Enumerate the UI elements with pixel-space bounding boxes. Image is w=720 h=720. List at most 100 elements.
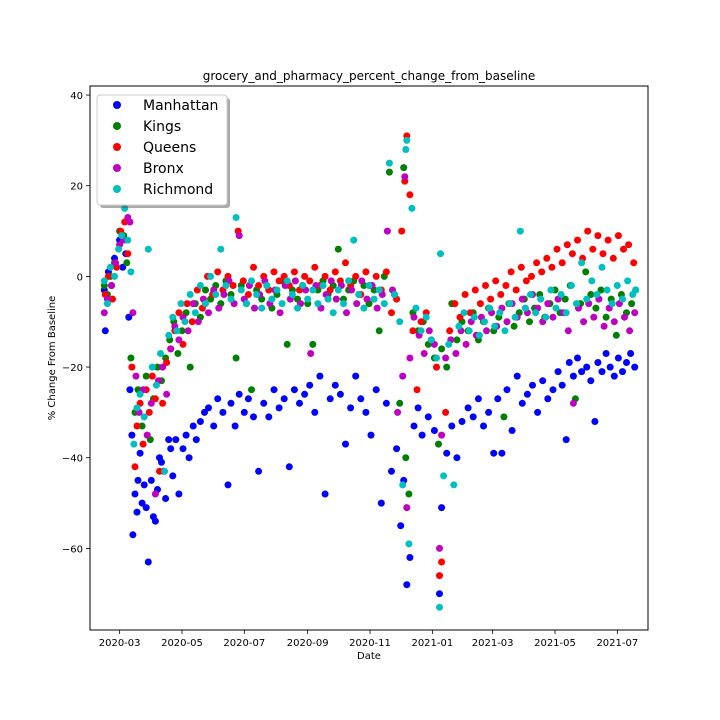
data-point <box>235 390 243 398</box>
data-point <box>251 304 258 312</box>
data-point <box>205 404 212 412</box>
data-point <box>626 327 634 335</box>
data-point <box>275 277 283 285</box>
data-point <box>360 304 368 312</box>
data-point <box>255 282 263 289</box>
data-point <box>275 404 283 412</box>
data-point <box>158 458 165 466</box>
data-point <box>290 268 298 276</box>
data-point <box>414 404 422 412</box>
data-point <box>453 454 461 462</box>
data-point <box>598 368 606 376</box>
data-point <box>154 363 161 371</box>
data-point <box>196 282 204 289</box>
data-point <box>528 272 535 280</box>
data-point <box>406 554 414 561</box>
data-point <box>324 295 332 303</box>
data-point <box>435 440 442 448</box>
y-tick-label: 20 <box>70 182 83 193</box>
data-point <box>362 268 370 276</box>
data-point <box>115 245 123 253</box>
data-point <box>109 295 116 303</box>
data-point <box>242 300 250 308</box>
data-point <box>405 540 413 548</box>
data-point <box>558 381 566 389</box>
data-point <box>483 327 490 335</box>
data-point <box>408 204 416 212</box>
x-tick-label: 2020-07 <box>223 638 265 649</box>
data-point <box>543 254 551 262</box>
data-point <box>345 277 353 285</box>
data-point <box>494 395 502 403</box>
data-point <box>534 408 542 416</box>
data-point <box>201 408 208 416</box>
x-tick-label: 2020-11 <box>349 638 391 649</box>
data-point <box>124 236 132 244</box>
data-point <box>460 309 468 317</box>
data-point <box>599 250 607 258</box>
data-point <box>627 350 635 357</box>
x-axis: 2020-03 2020-05 2020-07 2020-09 2020-11 2021-… <box>99 630 638 649</box>
data-point <box>352 272 360 280</box>
data-point <box>406 191 414 199</box>
data-point <box>497 291 505 298</box>
data-point <box>631 309 639 317</box>
data-point <box>202 286 209 294</box>
data-point <box>332 295 340 303</box>
data-point <box>157 350 164 357</box>
series-richmond <box>100 136 640 611</box>
data-point <box>403 581 411 589</box>
data-point <box>192 436 200 444</box>
data-point <box>465 327 473 335</box>
data-point <box>178 327 186 335</box>
data-point <box>549 313 557 321</box>
data-point <box>205 309 212 317</box>
data-point <box>470 313 478 321</box>
data-point <box>506 300 514 308</box>
data-point <box>331 381 339 389</box>
data-point <box>526 318 533 326</box>
data-point <box>217 245 225 253</box>
data-point <box>417 318 425 326</box>
data-point <box>214 395 222 403</box>
data-point <box>212 291 220 298</box>
data-point <box>172 436 180 444</box>
data-point <box>588 277 596 285</box>
data-point <box>133 422 141 430</box>
data-point <box>165 436 173 444</box>
data-point <box>268 295 276 303</box>
data-point <box>593 291 601 298</box>
data-point <box>329 309 337 317</box>
data-point <box>398 227 406 235</box>
data-point <box>283 340 291 348</box>
data-point <box>436 590 443 598</box>
data-point <box>184 327 192 335</box>
data-point <box>169 472 177 480</box>
data-point <box>583 295 591 303</box>
data-point <box>248 386 255 394</box>
data-point <box>583 363 591 371</box>
data-point <box>587 377 595 385</box>
data-point <box>413 386 421 394</box>
data-point <box>582 268 590 276</box>
data-point <box>311 263 319 271</box>
data-point <box>567 282 575 289</box>
data-point <box>487 295 495 303</box>
data-point <box>438 431 446 439</box>
data-point <box>532 309 540 317</box>
data-point <box>183 300 191 308</box>
data-point <box>151 490 159 498</box>
data-point <box>446 327 454 335</box>
data-point <box>619 295 626 303</box>
data-point <box>402 146 410 153</box>
data-point <box>464 404 472 412</box>
data-point <box>511 313 519 321</box>
data-point <box>503 318 511 326</box>
y-tick-label: 0 <box>77 272 83 283</box>
data-point <box>619 368 626 376</box>
data-point <box>382 268 390 276</box>
data-point <box>452 350 460 357</box>
data-point <box>631 363 639 371</box>
data-point <box>486 304 494 312</box>
data-point <box>604 236 612 244</box>
